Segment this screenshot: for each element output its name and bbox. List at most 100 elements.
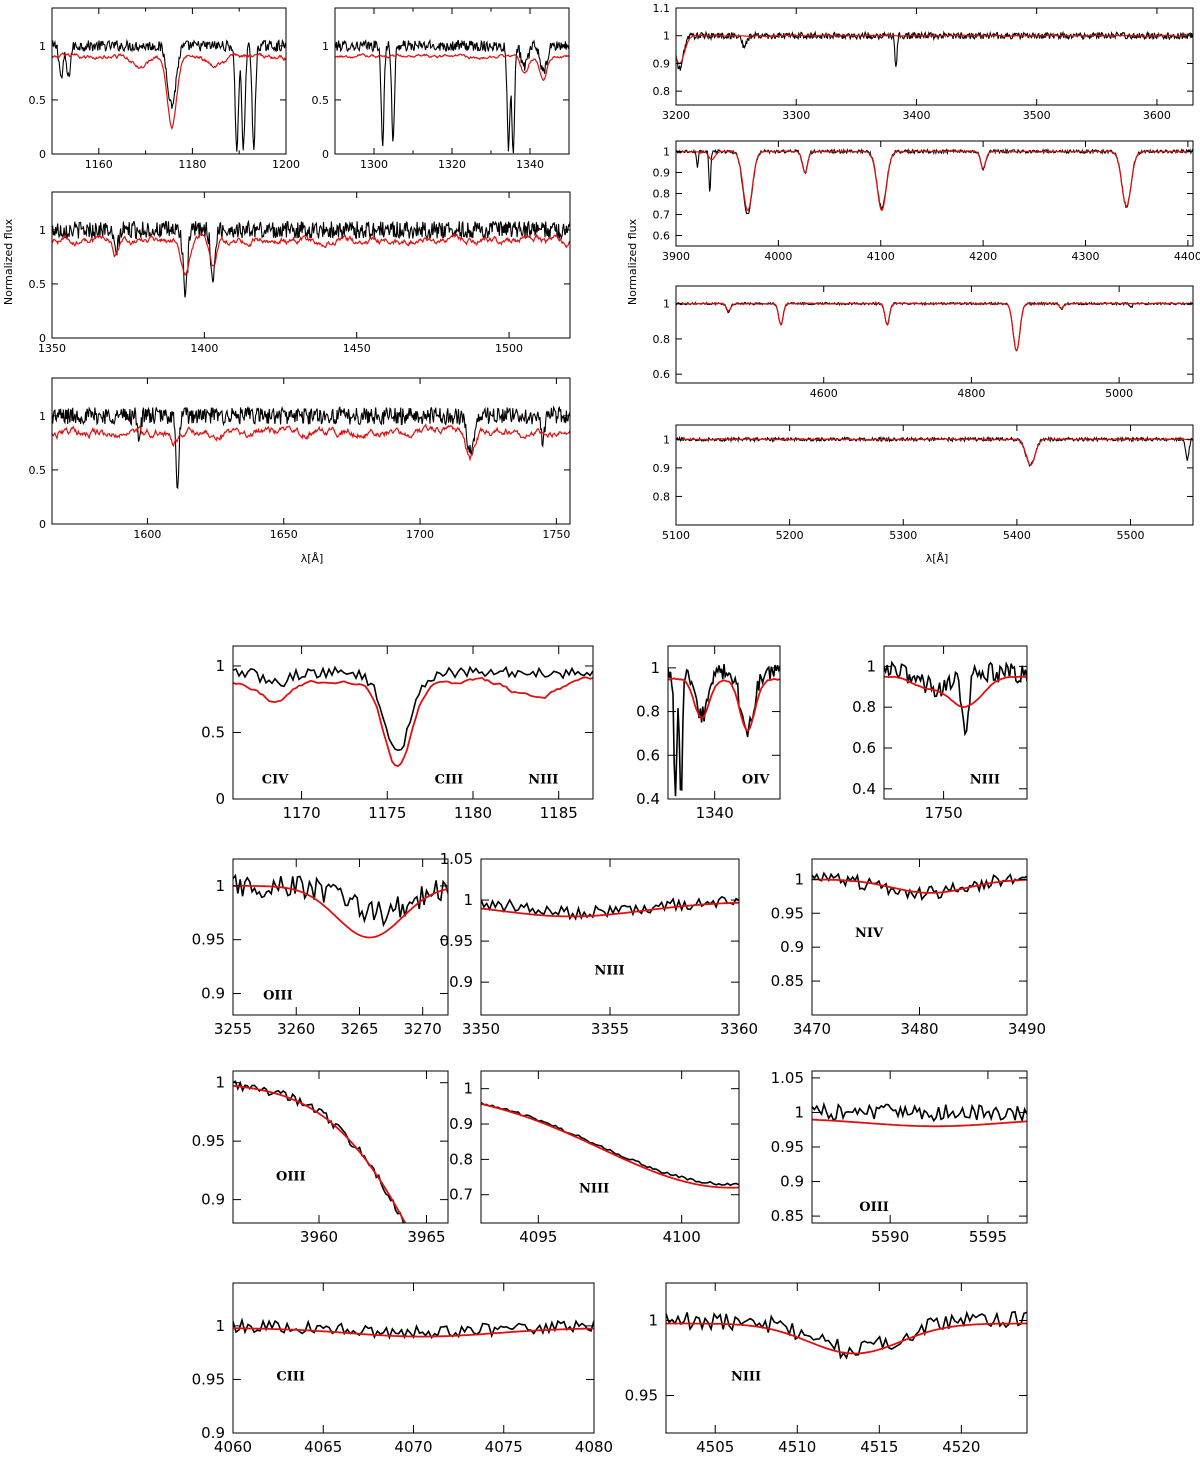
x-tick-label: 1340 xyxy=(696,804,734,822)
panel-frame xyxy=(51,377,571,525)
ion-label: NIV xyxy=(855,926,884,941)
panel-frame xyxy=(51,7,287,155)
spectrum-panel-6: 3900 4000 4100 4200 4300 4400 0.6 0.7 0.8 0.9 1 xyxy=(653,140,1200,263)
y-tick-label: 1 xyxy=(663,146,670,159)
y-tick-label: 1 xyxy=(794,1103,804,1121)
panel-frame xyxy=(675,285,1194,384)
y-tick-label: 1 xyxy=(663,433,670,446)
x-tick-label: 4000 xyxy=(764,250,792,263)
y-tick-label: 0.6 xyxy=(852,739,876,757)
y-tick-label: 0.7 xyxy=(653,209,671,222)
panel-frame xyxy=(232,645,594,800)
model-spectrum-line xyxy=(676,438,1193,466)
y-tick-label: 1 xyxy=(663,298,670,311)
x-tick-label: 1300 xyxy=(360,158,388,171)
x-tick-label: 4200 xyxy=(969,250,997,263)
ion-label: CIII xyxy=(276,1370,305,1385)
x-tick-label: 5100 xyxy=(662,529,690,542)
model-spectrum-line xyxy=(676,34,1193,65)
ion-label: NIII xyxy=(731,1370,761,1385)
y-tick-label: 0.9 xyxy=(780,1173,804,1191)
y-tick-label: 0.5 xyxy=(312,94,330,107)
x-tick-label: 3200 xyxy=(662,109,690,122)
y-tick-label: 0.4 xyxy=(636,790,660,808)
x-tick-label: 4800 xyxy=(957,387,985,400)
y-tick-label: 1 xyxy=(215,877,225,895)
x-tick-label: 3500 xyxy=(1023,109,1051,122)
spectrum-panel-5: 3200 3300 3400 3500 3600 0.8 0.9 1 1.1 xyxy=(653,2,1194,122)
observed-spectrum-line xyxy=(335,38,569,154)
panel-frame xyxy=(667,645,781,800)
y-tick-label: 0.9 xyxy=(449,1115,473,1133)
x-tick-label: 1500 xyxy=(495,342,523,355)
x-tick-label: 5200 xyxy=(776,529,804,542)
x-tick-label: 4080 xyxy=(575,1438,613,1456)
y-tick-label: 0.9 xyxy=(653,462,671,475)
x-tick-label: 1400 xyxy=(190,342,218,355)
x-tick-label: 4095 xyxy=(519,1228,557,1246)
observed-spectrum-line xyxy=(884,660,1027,737)
model-spectrum-line xyxy=(884,675,1027,709)
panel-frame xyxy=(665,1282,1028,1434)
x-tick-label: 3490 xyxy=(1008,1020,1046,1038)
x-tick-label: 1170 xyxy=(282,804,320,822)
x-tick-label: 1175 xyxy=(368,804,406,822)
y-tick-label: 0.9 xyxy=(201,984,225,1002)
x-tick-label: 3960 xyxy=(300,1228,338,1246)
model-spectrum-line xyxy=(52,423,570,462)
y-tick-label: 0.95 xyxy=(771,1138,804,1156)
x-tick-label: 1350 xyxy=(38,342,66,355)
x-tick-label: 1650 xyxy=(270,528,298,541)
y-tick-label: 0.9 xyxy=(653,167,671,180)
ion-label: NIII xyxy=(595,963,625,978)
x-tick-label: 1750 xyxy=(542,528,570,541)
y-tick-label: 0.8 xyxy=(852,698,876,716)
x-tick-label: 1320 xyxy=(438,158,466,171)
x-tick-label: 4060 xyxy=(214,1438,252,1456)
ion-label: OIII xyxy=(263,988,293,1003)
y-tick-label: 0 xyxy=(39,518,46,531)
y-tick-label: 1 xyxy=(648,1312,658,1330)
spectrum-panel-19: 4505 4510 4515 4520 0.95 1 NIII xyxy=(625,1282,1028,1456)
y-tick-label: 1 xyxy=(463,1080,473,1098)
y-tick-label: 0.8 xyxy=(449,1150,473,1168)
spectrum-panel-18: 4060 4065 4070 4075 4080 0.9 0.95 1 CIII xyxy=(192,1282,613,1456)
x-tick-label: 4600 xyxy=(810,387,838,400)
observed-spectrum-line xyxy=(668,664,780,797)
y-tick-label: 1 xyxy=(322,40,329,53)
ion-label: OIII xyxy=(276,1169,306,1184)
x-tick-label: 3400 xyxy=(902,109,930,122)
y-tick-label: 0.9 xyxy=(201,1191,225,1209)
x-tick-label: 4505 xyxy=(696,1438,734,1456)
y-tick-label: 1 xyxy=(39,410,46,423)
x-tick-label: 4070 xyxy=(394,1438,432,1456)
x-tick-label: 3470 xyxy=(793,1020,831,1038)
x-tick-label: 1340 xyxy=(516,158,544,171)
observed-spectrum-line xyxy=(676,435,1193,467)
y-tick-label: 0 xyxy=(39,148,46,161)
x-tick-label: 5000 xyxy=(1105,387,1133,400)
x-tick-label: 4300 xyxy=(1072,250,1100,263)
x-tick-label: 4065 xyxy=(304,1438,342,1456)
y-tick-label: 1 xyxy=(650,659,660,677)
x-tick-label: 3265 xyxy=(340,1020,378,1038)
y-tick-label: 0.8 xyxy=(653,333,671,346)
y-tick-label: 1 xyxy=(39,40,46,53)
model-spectrum-line xyxy=(52,232,570,276)
y-tick-label: 1.05 xyxy=(440,850,473,868)
x-tick-label: 1180 xyxy=(454,804,492,822)
y-tick-label: 0.6 xyxy=(653,368,671,381)
y-tick-label: 0.6 xyxy=(636,746,660,764)
y-tick-label: 0.95 xyxy=(192,1370,225,1388)
panel-frame xyxy=(232,1070,449,1224)
x-tick-label: 3900 xyxy=(662,250,690,263)
observed-spectrum-line xyxy=(666,1310,1027,1360)
panel-frame xyxy=(480,1070,740,1224)
model-spectrum-line xyxy=(812,1118,1027,1128)
model-spectrum-line xyxy=(335,53,569,82)
model-spectrum-line xyxy=(481,1103,739,1189)
left-ylabel: Normalized flux xyxy=(2,218,15,305)
y-tick-label: 1 xyxy=(39,224,46,237)
observed-spectrum-line xyxy=(52,405,570,490)
